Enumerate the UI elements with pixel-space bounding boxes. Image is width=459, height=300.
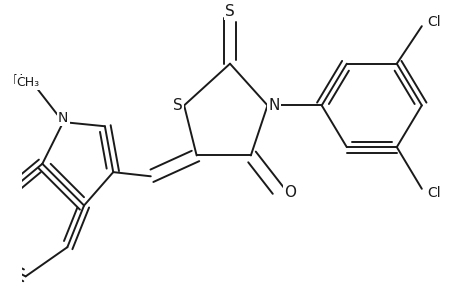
Text: Cl: Cl xyxy=(426,186,440,200)
Text: O: O xyxy=(284,185,296,200)
Text: N: N xyxy=(12,74,22,87)
Text: N: N xyxy=(58,111,68,125)
Text: N: N xyxy=(268,98,279,113)
Text: S: S xyxy=(224,4,235,19)
Text: S: S xyxy=(173,98,182,113)
Text: CH₃: CH₃ xyxy=(16,76,39,89)
Text: Cl: Cl xyxy=(426,15,440,29)
